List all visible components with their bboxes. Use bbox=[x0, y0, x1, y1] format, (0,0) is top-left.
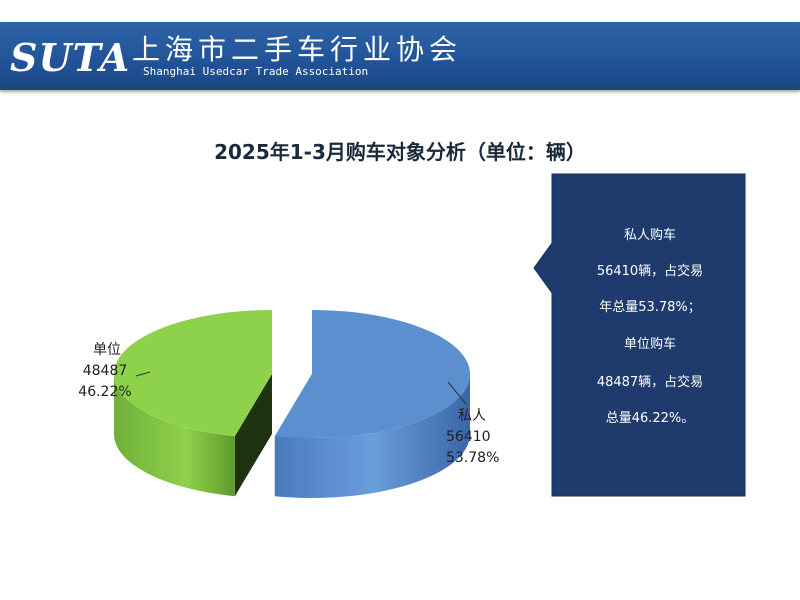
callout-line-5: 48487辆，占交易 bbox=[596, 375, 704, 390]
org-name-chinese: 上海市二手车行业协会 bbox=[132, 33, 463, 66]
slice-label-unit-percent: 46.22% bbox=[78, 384, 131, 400]
callout-line-6: 总量46.22%。 bbox=[605, 411, 695, 426]
slice-label-unit-name: 单位 bbox=[93, 342, 121, 358]
slice-label-private-value: 56410 bbox=[446, 429, 491, 445]
pie-slice-private bbox=[274, 310, 470, 498]
slice-label-private-name: 私人 bbox=[458, 408, 486, 424]
pie-slice-unit bbox=[113, 310, 273, 497]
leader-line-private bbox=[447, 381, 467, 405]
suta-logo: SUTA bbox=[10, 35, 131, 80]
callout-line-2: 56410辆，占交易 bbox=[596, 264, 704, 279]
callout-line-4: 单位购车 bbox=[623, 337, 676, 352]
slice-label-unit-value: 48487 bbox=[83, 363, 128, 379]
header-banner: SUTA 上海市二手车行业协会 Shanghai Usedcar Trade A… bbox=[0, 22, 800, 90]
callout-line-1: 私人购车 bbox=[623, 228, 676, 243]
slice-label-private-percent: 53.78% bbox=[446, 450, 499, 466]
org-name-english: Shanghai Usedcar Trade Association bbox=[143, 65, 369, 78]
chart-title: 2025年1-3月购车对象分析（单位：辆） bbox=[214, 140, 586, 164]
callout-line-3: 年总量53.78%； bbox=[599, 300, 701, 315]
leader-line-unit bbox=[135, 371, 151, 377]
